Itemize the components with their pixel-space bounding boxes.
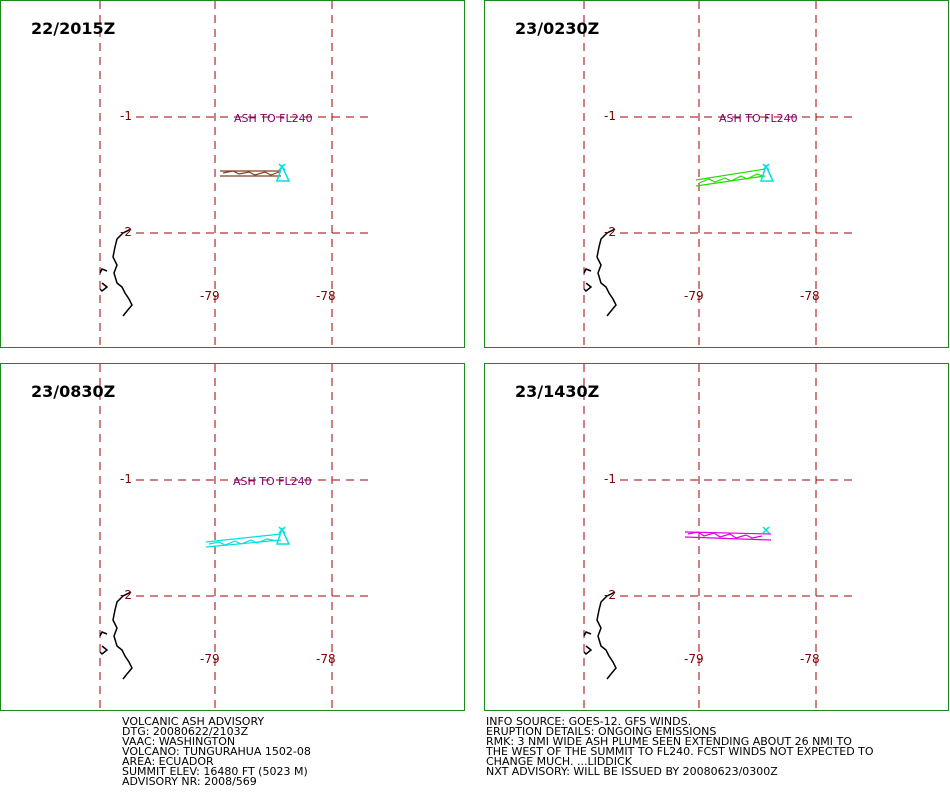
lat-label: -1 <box>120 109 132 123</box>
volcano-marker <box>275 163 291 182</box>
remarks-line: ERUPTION DETAILS: ONGOING EMISSIONS <box>486 725 717 738</box>
advisory-line: VOLCANO: TUNGURAHUA 1502-08 <box>122 745 311 758</box>
panel-time-label: 23/0230Z <box>515 19 600 38</box>
panel-time-label: 23/0830Z <box>31 382 116 401</box>
ash-plume <box>205 533 282 548</box>
volcano-marker <box>759 163 775 182</box>
lon-label: -79 <box>200 652 220 666</box>
advisory-line: DTG: 20080622/2103Z <box>122 725 249 738</box>
map-panel-2: 23/0230Z -1 -2 -79 -78 ASH TO FL240 <box>484 0 949 348</box>
advisory-remarks: INFO SOURCE: GOES-12. GFS WINDS. ERUPTIO… <box>486 715 874 778</box>
advisory-line: AREA: ECUADOR <box>122 755 214 768</box>
remarks-line: RMK: 3 NMI WIDE ASH PLUME SEEN EXTENDING… <box>486 735 852 748</box>
lat-label: -1 <box>120 472 132 486</box>
ash-plume <box>684 531 772 541</box>
lat-label: -2 <box>604 225 616 239</box>
ash-height-label: ASH TO FL240 <box>719 112 798 125</box>
advisory-line: VOLCANIC ASH ADVISORY <box>122 715 265 728</box>
remarks-line: THE WEST OF THE SUMMIT TO FL240. FCST WI… <box>486 745 874 758</box>
map-canvas <box>583 1 855 347</box>
coastline <box>99 228 133 317</box>
lon-label: -78 <box>800 652 820 666</box>
ash-height-label: ASH TO FL240 <box>233 475 312 488</box>
remarks-line: NXT ADVISORY: WILL BE ISSUED BY 20080623… <box>486 765 778 778</box>
panel-time-label: 22/2015Z <box>31 19 116 38</box>
lat-label: -2 <box>120 225 132 239</box>
lon-label: -79 <box>200 289 220 303</box>
map-canvas <box>583 364 855 710</box>
lat-label: -1 <box>604 109 616 123</box>
remarks-line: INFO SOURCE: GOES-12. GFS WINDS. <box>486 715 692 728</box>
advisory-line: SUMMIT ELEV: 16480 FT (5023 M) <box>122 765 308 778</box>
ash-height-label: ASH TO FL240 <box>234 112 313 125</box>
coastline <box>583 228 617 317</box>
lon-label: -78 <box>316 289 336 303</box>
lat-label: -2 <box>604 588 616 602</box>
volcano-marker <box>275 526 291 545</box>
ash-plume <box>695 168 766 187</box>
map-canvas <box>99 1 371 347</box>
advisory-line: ADVISORY NR: 2008/569 <box>122 775 257 788</box>
coastline <box>583 591 617 680</box>
advisory-line: VAAC: WASHINGTON <box>122 735 236 748</box>
remarks-line: CHANGE MUCH. ...LIDDICK <box>486 755 632 768</box>
lon-label: -79 <box>684 289 704 303</box>
map-panel-1: 22/2015Z -1 -2 -79 -78 ASH TO FL240 <box>0 0 465 348</box>
map-panel-4: 23/1430Z -1 -2 -79 -78 <box>484 363 949 711</box>
ash-plume <box>220 170 281 177</box>
panel-time-label: 23/1430Z <box>515 382 600 401</box>
lon-label: -79 <box>684 652 704 666</box>
map-panel-3: 23/0830Z -1 -2 -79 -78 ASH TO FL240 <box>0 363 465 711</box>
lat-label: -2 <box>120 588 132 602</box>
lon-label: -78 <box>316 652 336 666</box>
coastline <box>99 591 133 680</box>
advisory-header: VOLCANIC ASH ADVISORY DTG: 20080622/2103… <box>122 715 311 788</box>
volcano-marker <box>762 526 770 534</box>
map-canvas <box>99 364 371 710</box>
lat-label: -1 <box>604 472 616 486</box>
lon-label: -78 <box>800 289 820 303</box>
